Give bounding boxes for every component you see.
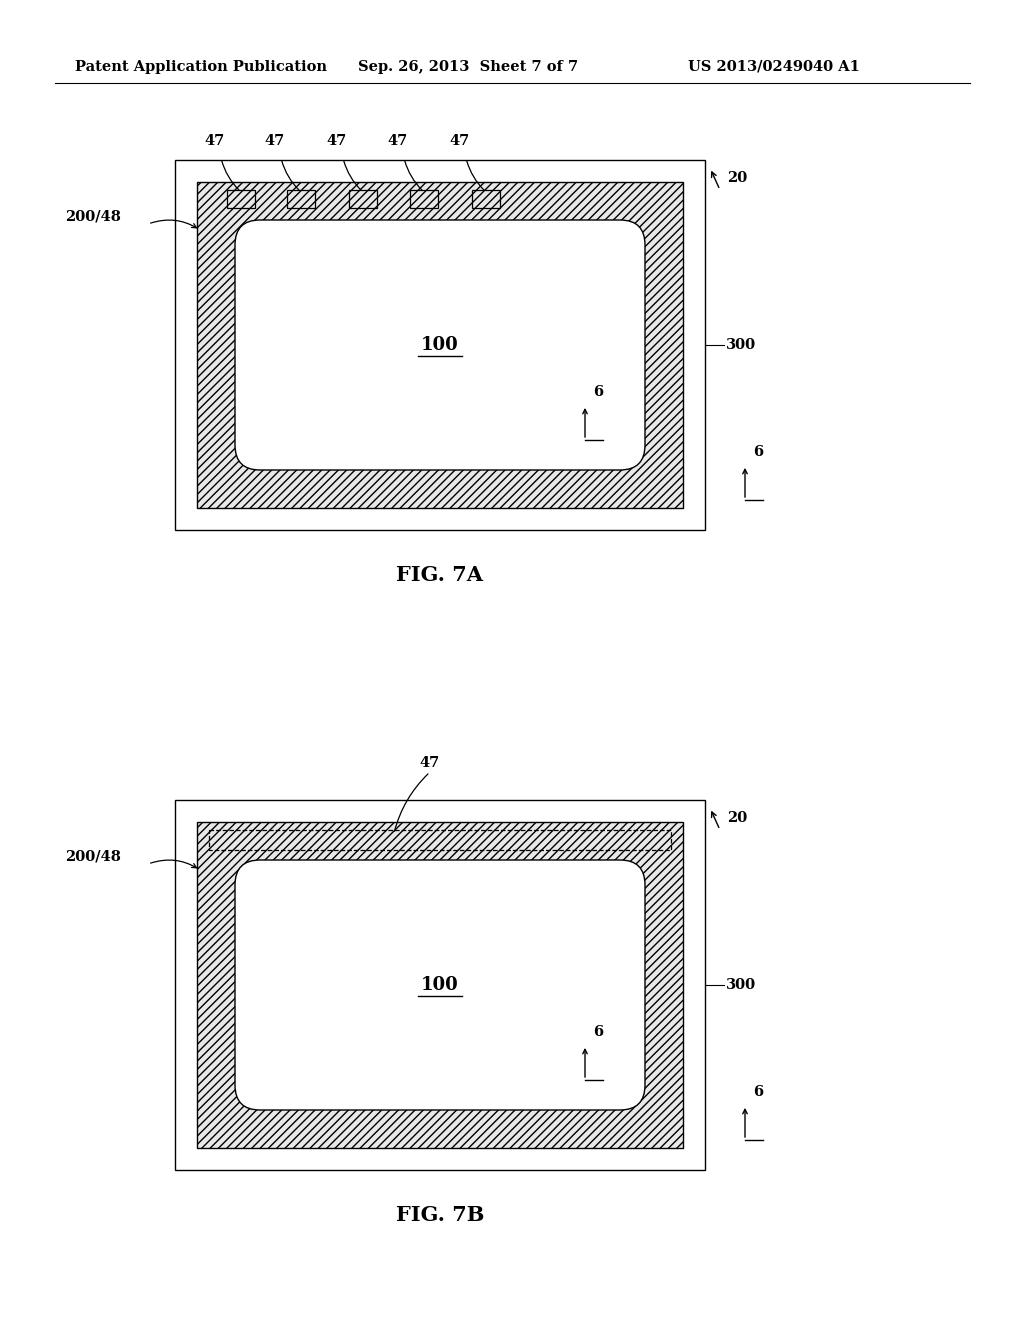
- Text: 47: 47: [205, 135, 225, 148]
- Text: 20: 20: [727, 172, 748, 185]
- Text: 200/48: 200/48: [65, 209, 121, 223]
- Text: 200/48: 200/48: [65, 849, 121, 863]
- Text: 47: 47: [327, 135, 347, 148]
- Text: US 2013/0249040 A1: US 2013/0249040 A1: [688, 59, 860, 74]
- Bar: [287, 190, 315, 209]
- FancyBboxPatch shape: [234, 220, 645, 470]
- Text: Patent Application Publication: Patent Application Publication: [75, 59, 327, 74]
- Bar: [197, 822, 683, 1148]
- Bar: [209, 830, 671, 850]
- Text: 6: 6: [593, 1026, 603, 1039]
- Bar: [175, 800, 705, 1170]
- Text: 6: 6: [753, 445, 763, 459]
- Text: 47: 47: [388, 135, 409, 148]
- Bar: [175, 160, 705, 531]
- Text: 47: 47: [450, 135, 470, 148]
- Text: 47: 47: [265, 135, 285, 148]
- Bar: [227, 190, 255, 209]
- Text: 100: 100: [421, 337, 459, 354]
- FancyBboxPatch shape: [234, 861, 645, 1110]
- Text: FIG. 7B: FIG. 7B: [396, 1205, 484, 1225]
- Text: 20: 20: [727, 810, 748, 825]
- Bar: [349, 190, 377, 209]
- Text: 6: 6: [593, 385, 603, 399]
- Text: 300: 300: [726, 338, 756, 352]
- Text: 300: 300: [726, 978, 756, 993]
- Bar: [410, 190, 438, 209]
- Text: 6: 6: [753, 1085, 763, 1100]
- Text: 100: 100: [421, 975, 459, 994]
- Bar: [197, 182, 683, 508]
- Text: 47: 47: [420, 756, 440, 770]
- Text: FIG. 7A: FIG. 7A: [396, 565, 483, 585]
- Text: Sep. 26, 2013  Sheet 7 of 7: Sep. 26, 2013 Sheet 7 of 7: [358, 59, 579, 74]
- Bar: [472, 190, 500, 209]
